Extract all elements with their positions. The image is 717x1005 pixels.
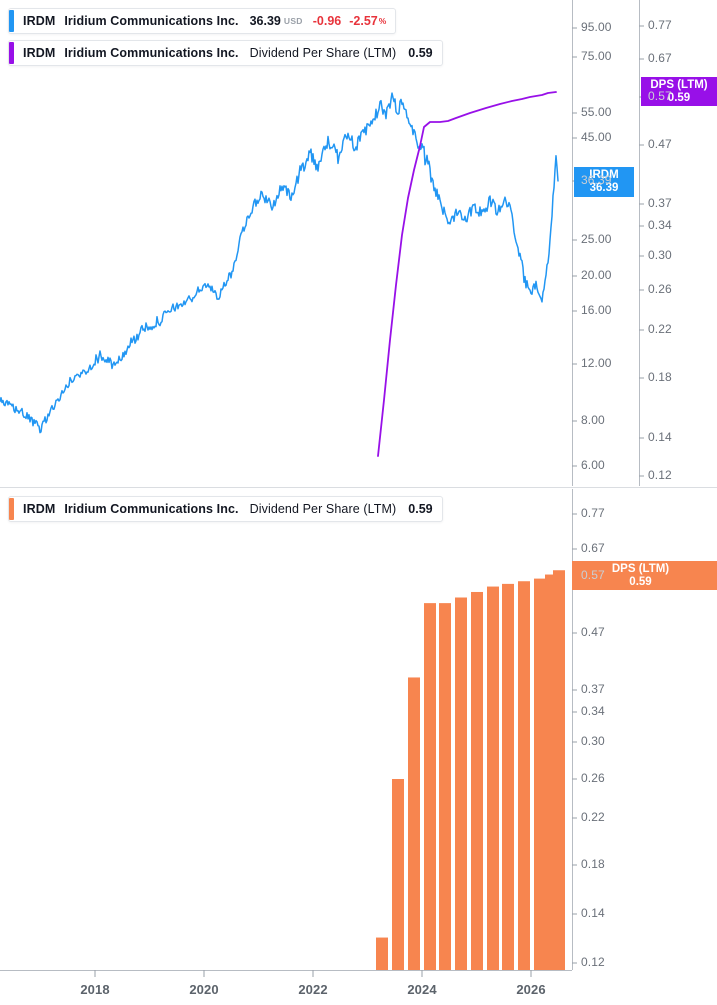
legend-change-absolute: -0.96 (312, 14, 342, 28)
legend-ticker-dps-panel: IRDM (23, 502, 56, 516)
dividend-bar[interactable] (408, 677, 420, 970)
legend-company-price: Iridium Communications Inc. (64, 14, 239, 28)
dividend-bar[interactable] (455, 597, 467, 970)
dividend-bar[interactable] (376, 937, 388, 970)
legend-percent-sign: % (378, 16, 387, 26)
dividend-bar[interactable] (392, 779, 404, 970)
dividend-bar[interactable] (439, 603, 451, 970)
dividend-bar-series (376, 570, 565, 970)
legend-swatch-dps-panel (9, 498, 14, 520)
legend-value-dps-panel: 0.59 (408, 502, 433, 516)
dps-overlay-line (377, 91, 557, 457)
legend-currency: USD (283, 16, 303, 26)
dividend-bar[interactable] (471, 591, 483, 970)
dividend-bar[interactable] (553, 570, 565, 970)
legend-chip-dps-panel[interactable]: IRDM Iridium Communications Inc. Dividen… (8, 496, 443, 522)
legend-swatch-dps-overlay (9, 42, 14, 64)
legend-swatch-price (9, 10, 14, 32)
legend-metric-dps-panel: Dividend Per Share (LTM) (249, 502, 397, 516)
legend-last-price: 36.39 (249, 14, 281, 28)
axis-tick-marks (94, 25, 644, 977)
price-line-detail (0, 92, 559, 434)
dividend-bar[interactable] (502, 583, 514, 970)
legend-company-dps-panel: Iridium Communications Inc. (64, 502, 239, 516)
dividend-bar[interactable] (487, 586, 499, 970)
price-line-path (0, 92, 559, 434)
dividend-bar[interactable] (518, 581, 530, 970)
upper-panel-axes (572, 0, 640, 486)
legend-change-percent: -2.57 (349, 14, 378, 28)
dividend-bar[interactable] (534, 578, 546, 970)
legend-value-dps-overlay: 0.59 (408, 46, 433, 60)
legend-ticker-dps-overlay: IRDM (23, 46, 56, 60)
lower-panel-axes (0, 489, 573, 971)
legend-chip-price[interactable]: IRDM Iridium Communications Inc. 36.39 U… (8, 8, 397, 34)
legend-chip-dps-overlay[interactable]: IRDM Iridium Communications Inc. Dividen… (8, 40, 443, 66)
legend-metric-dps-overlay: Dividend Per Share (LTM) (249, 46, 397, 60)
dividend-bar[interactable] (424, 603, 436, 970)
legend-company-dps-overlay: Iridium Communications Inc. (64, 46, 239, 60)
legend-ticker-price: IRDM (23, 14, 56, 28)
